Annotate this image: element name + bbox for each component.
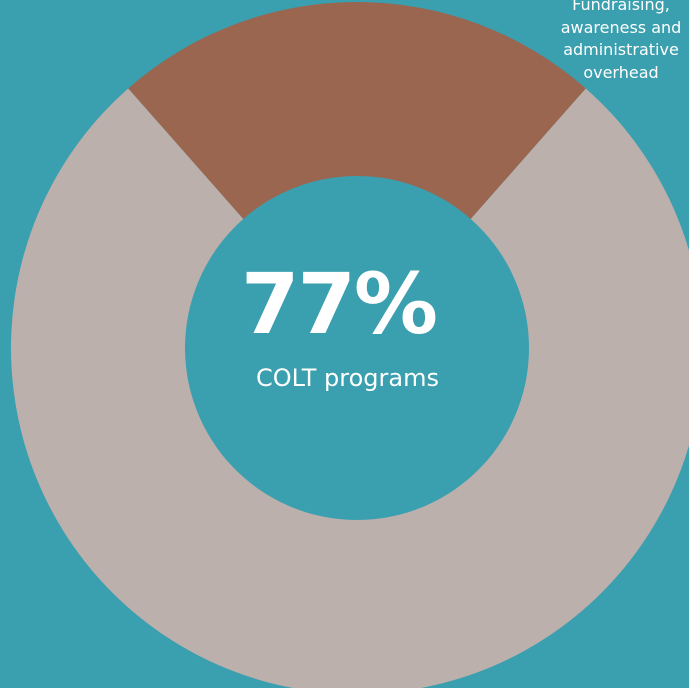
slice-programs [11, 88, 689, 688]
overhead-slice-label: Fundraising, awareness and administrativ… [560, 0, 682, 82]
center-value: 77% [241, 255, 438, 353]
center-caption: COLT programs [256, 364, 439, 392]
slice-overhead [128, 2, 586, 219]
